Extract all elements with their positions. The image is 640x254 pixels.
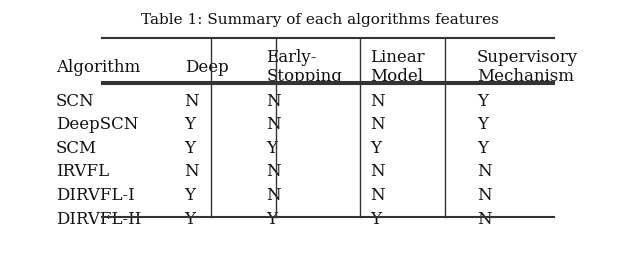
Text: Table 1: Summary of each algorithms features: Table 1: Summary of each algorithms feat…	[141, 13, 499, 27]
